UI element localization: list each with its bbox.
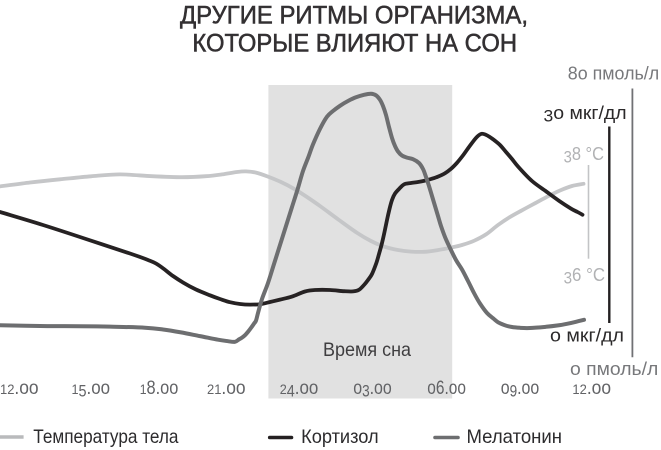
- svg-text:ДРУГИЕ РИТМЫ ОРГАНИЗМА,: ДРУГИЕ РИТМЫ ОРГАНИЗМА,: [180, 2, 528, 30]
- svg-text:o3.oo: o3.oo: [353, 378, 392, 400]
- svg-text:Температура тела: Температура тела: [33, 426, 178, 448]
- svg-text:Кортизол: Кортизол: [301, 426, 379, 448]
- svg-text:21.oo: 21.oo: [207, 378, 246, 399]
- svg-text:o6.oo: o6.oo: [427, 378, 466, 399]
- svg-text:24.oo: 24.oo: [280, 378, 319, 400]
- svg-text:o пмоль/л: o пмоль/л: [570, 359, 658, 379]
- svg-text:18.oo: 18.oo: [140, 378, 179, 399]
- svg-text:o9.oo: o9.oo: [501, 378, 540, 400]
- svg-text:38 °C: 38 °C: [564, 144, 604, 166]
- svg-text:15.oo: 15.oo: [72, 378, 111, 400]
- svg-text:12.oo: 12.oo: [0, 378, 39, 399]
- svg-text:12.oo: 12.oo: [572, 378, 611, 399]
- svg-text:36 °C: 36 °C: [564, 265, 605, 287]
- svg-text:3o мкг/дл: 3o мкг/дл: [544, 103, 627, 125]
- svg-text:КОТОРЫЕ ВЛИЯЮТ НА СОН: КОТОРЫЕ ВЛИЯЮТ НА СОН: [192, 30, 517, 58]
- svg-text:Время сна: Время сна: [323, 339, 411, 361]
- svg-text:Мелатонин: Мелатонин: [467, 426, 563, 448]
- svg-text:8o пмоль/л: 8o пмоль/л: [568, 64, 659, 84]
- svg-text:o мкг/дл: o мкг/дл: [550, 326, 624, 346]
